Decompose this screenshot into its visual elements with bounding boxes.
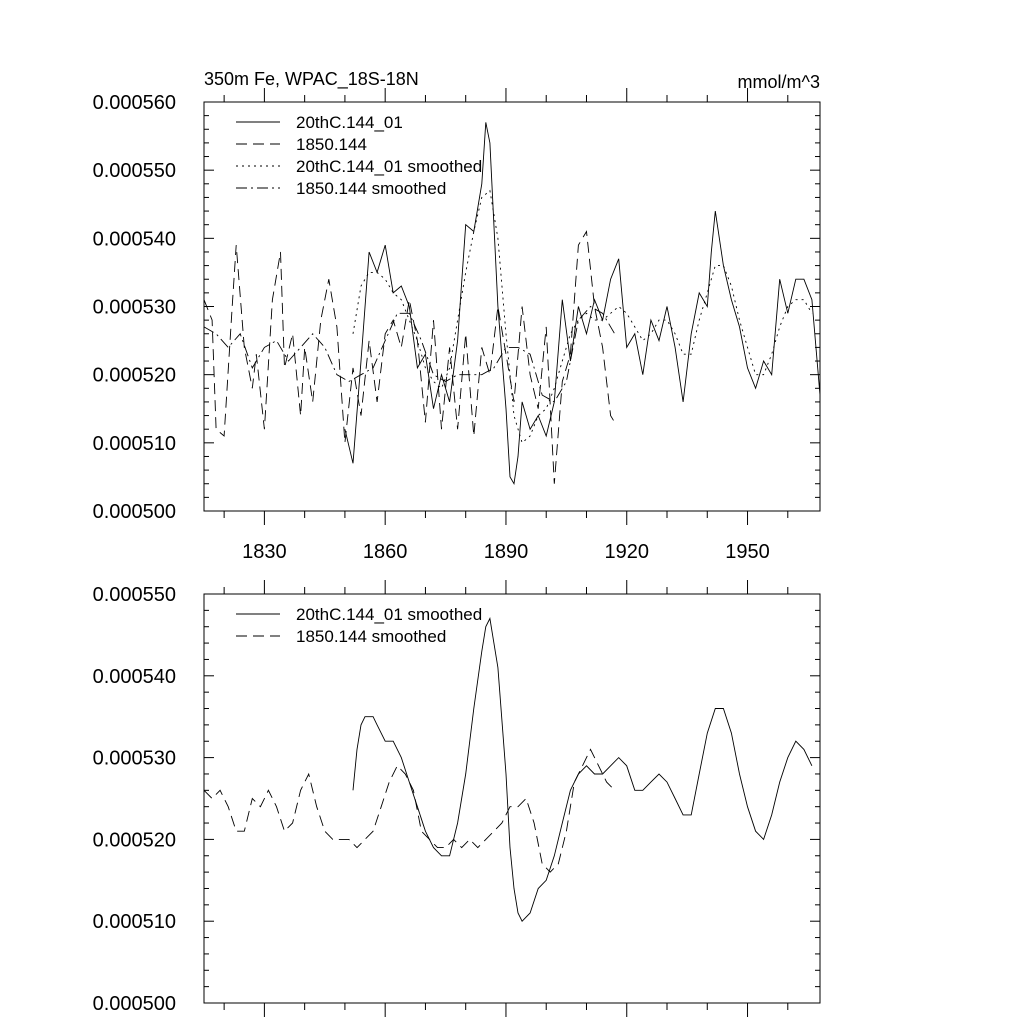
plot-frame xyxy=(203,593,821,1004)
legend-label: 1850.144 smoothed xyxy=(296,627,446,646)
series-line-20thc-144-01 xyxy=(344,122,821,486)
legend: 20thC.144_01 smoothed 1850.144 smoothed xyxy=(236,605,482,646)
y-tick-label: 0.000540 xyxy=(93,666,176,688)
series-line-1850-144-smoothed xyxy=(203,305,616,403)
series-line-1850-144-smoothed xyxy=(203,748,616,873)
y-tick-label: 0.000520 xyxy=(93,365,176,387)
series-line-20thc-144-01-smoothed xyxy=(352,617,813,922)
y-tick-label: 0.000540 xyxy=(93,228,176,250)
y-tick-label: 0.000550 xyxy=(93,160,176,182)
x-tick-label: 1830 xyxy=(242,541,287,563)
series-line-1850-144 xyxy=(203,230,616,484)
chart-panel-1: 0.000500 0.000510 0.000520 0.000530 0.000540… xyxy=(93,69,821,563)
x-tick-label: 1860 xyxy=(363,541,408,563)
y-tick-label: 0.000510 xyxy=(93,911,176,933)
legend-label: 1850.144 xyxy=(296,135,367,154)
y-tick-label: 0.000500 xyxy=(93,501,176,523)
y-tick-label: 0.000560 xyxy=(93,92,176,114)
chart-panel-2: 0.000500 0.000510 0.000520 0.000530 0.000540… xyxy=(93,580,821,1017)
legend-label: 1850.144 smoothed xyxy=(296,179,446,198)
legend-label: 20thC.144_01 smoothed xyxy=(296,157,482,176)
y-tick-label: 0.000500 xyxy=(93,993,176,1015)
x-tick-label: 1890 xyxy=(484,541,529,563)
y-tick-label: 0.000550 xyxy=(93,584,176,606)
chart-title: 350m Fe, WPAC_18S-18N xyxy=(204,69,419,90)
legend: 20thC.144_01 1850.144 20thC.144_01 smoothe… xyxy=(236,113,482,198)
legend-label: 20thC.144_01 xyxy=(296,113,403,132)
y-tick-label: 0.000530 xyxy=(93,748,176,770)
y-tick-label: 0.000530 xyxy=(93,297,176,319)
y-tick-label: 0.000520 xyxy=(93,829,176,851)
x-tick-label: 1920 xyxy=(604,541,649,563)
units-label: mmol/m^3 xyxy=(738,72,820,92)
series-line-20thc-144-01-smoothed xyxy=(352,189,813,444)
x-tick-label: 1950 xyxy=(725,541,770,563)
legend-label: 20thC.144_01 smoothed xyxy=(296,605,482,624)
y-tick-label: 0.000510 xyxy=(93,433,176,455)
